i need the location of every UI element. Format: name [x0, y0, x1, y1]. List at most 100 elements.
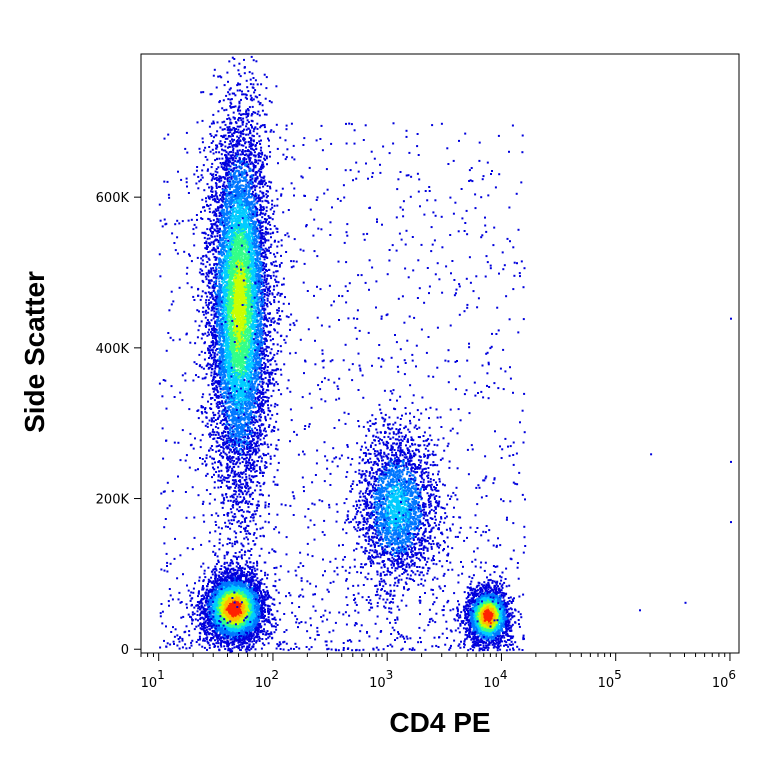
- data-point: [254, 264, 257, 267]
- data-point: [237, 489, 240, 492]
- data-point: [240, 119, 243, 122]
- data-point: [245, 394, 248, 397]
- data-point: [231, 373, 233, 375]
- data-point: [214, 271, 217, 274]
- data-point: [206, 158, 209, 161]
- data-point: [230, 262, 233, 265]
- data-point: [229, 425, 232, 428]
- data-point: [221, 315, 224, 318]
- data-point: [219, 194, 221, 197]
- data-point: [243, 128, 245, 131]
- data-point: [279, 136, 282, 139]
- data-point: [229, 199, 232, 202]
- data-point: [262, 248, 265, 251]
- data-point: [228, 444, 231, 447]
- data-point: [226, 367, 229, 370]
- data-point: [258, 271, 261, 274]
- data-point: [262, 409, 265, 411]
- data-point: [212, 231, 214, 233]
- data-point: [239, 325, 242, 328]
- data-point: [216, 348, 219, 350]
- data-point: [219, 126, 222, 129]
- data-point: [254, 406, 257, 409]
- data-point: [216, 145, 219, 148]
- data-point: [219, 162, 222, 164]
- data-point: [226, 272, 229, 275]
- data-point: [214, 461, 216, 464]
- data-point: [234, 438, 237, 441]
- data-point: [253, 361, 256, 364]
- data-point: [257, 403, 260, 406]
- data-point: [259, 267, 262, 269]
- data-point: [262, 232, 265, 235]
- data-point: [260, 139, 262, 142]
- data-point: [280, 373, 283, 376]
- data-point: [254, 445, 257, 448]
- data-point: [196, 309, 199, 312]
- data-point: [212, 363, 215, 366]
- data-point: [205, 464, 207, 467]
- data-point: [242, 144, 245, 147]
- data-point: [222, 497, 225, 500]
- data-point: [236, 316, 239, 319]
- data-point: [252, 276, 255, 279]
- data-point: [232, 281, 235, 284]
- data-point: [215, 405, 218, 408]
- data-point: [270, 382, 273, 385]
- data-point: [218, 180, 221, 183]
- data-point: [208, 393, 211, 396]
- data-point: [192, 295, 195, 298]
- data-point: [206, 284, 209, 287]
- data-point: [216, 263, 219, 266]
- data-point: [221, 312, 224, 315]
- data-point: [228, 487, 231, 490]
- data-point: [251, 294, 254, 297]
- data-point: [234, 210, 237, 213]
- data-point: [225, 289, 228, 292]
- data-point: [248, 160, 251, 163]
- data-point: [250, 125, 253, 128]
- data-point: [207, 168, 209, 171]
- data-point: [220, 286, 222, 289]
- data-point: [249, 341, 252, 344]
- data-point: [236, 135, 239, 138]
- data-point: [242, 93, 245, 96]
- data-point: [266, 249, 269, 252]
- data-point: [249, 478, 252, 481]
- data-point: [226, 180, 229, 183]
- data-point: [214, 295, 217, 298]
- data-point: [259, 358, 262, 361]
- data-point: [264, 504, 267, 507]
- data-point: [206, 319, 209, 322]
- data-point: [236, 182, 239, 185]
- data-point: [222, 422, 225, 425]
- data-point: [239, 275, 242, 278]
- data-point: [255, 537, 258, 540]
- data-point: [229, 499, 232, 502]
- data-point: [262, 206, 265, 209]
- data-point: [251, 453, 254, 456]
- data-point: [236, 181, 239, 184]
- data-point: [229, 363, 232, 366]
- data-point: [212, 276, 215, 279]
- data-point: [245, 476, 248, 478]
- data-point: [215, 230, 218, 233]
- data-point: [217, 412, 220, 415]
- data-point: [208, 328, 211, 331]
- data-point: [259, 262, 261, 265]
- data-point: [250, 269, 253, 272]
- data-point: [284, 158, 287, 161]
- data-point: [219, 387, 222, 390]
- data-point: [215, 315, 217, 318]
- data-point: [263, 441, 266, 444]
- data-point: [252, 516, 255, 519]
- data-point: [245, 209, 247, 212]
- data-point: [206, 322, 209, 325]
- data-point: [246, 430, 249, 433]
- data-point: [279, 368, 282, 371]
- data-point: [212, 411, 215, 414]
- data-point: [231, 426, 234, 429]
- data-point: [215, 151, 218, 154]
- data-point: [226, 118, 229, 120]
- data-point: [237, 484, 240, 487]
